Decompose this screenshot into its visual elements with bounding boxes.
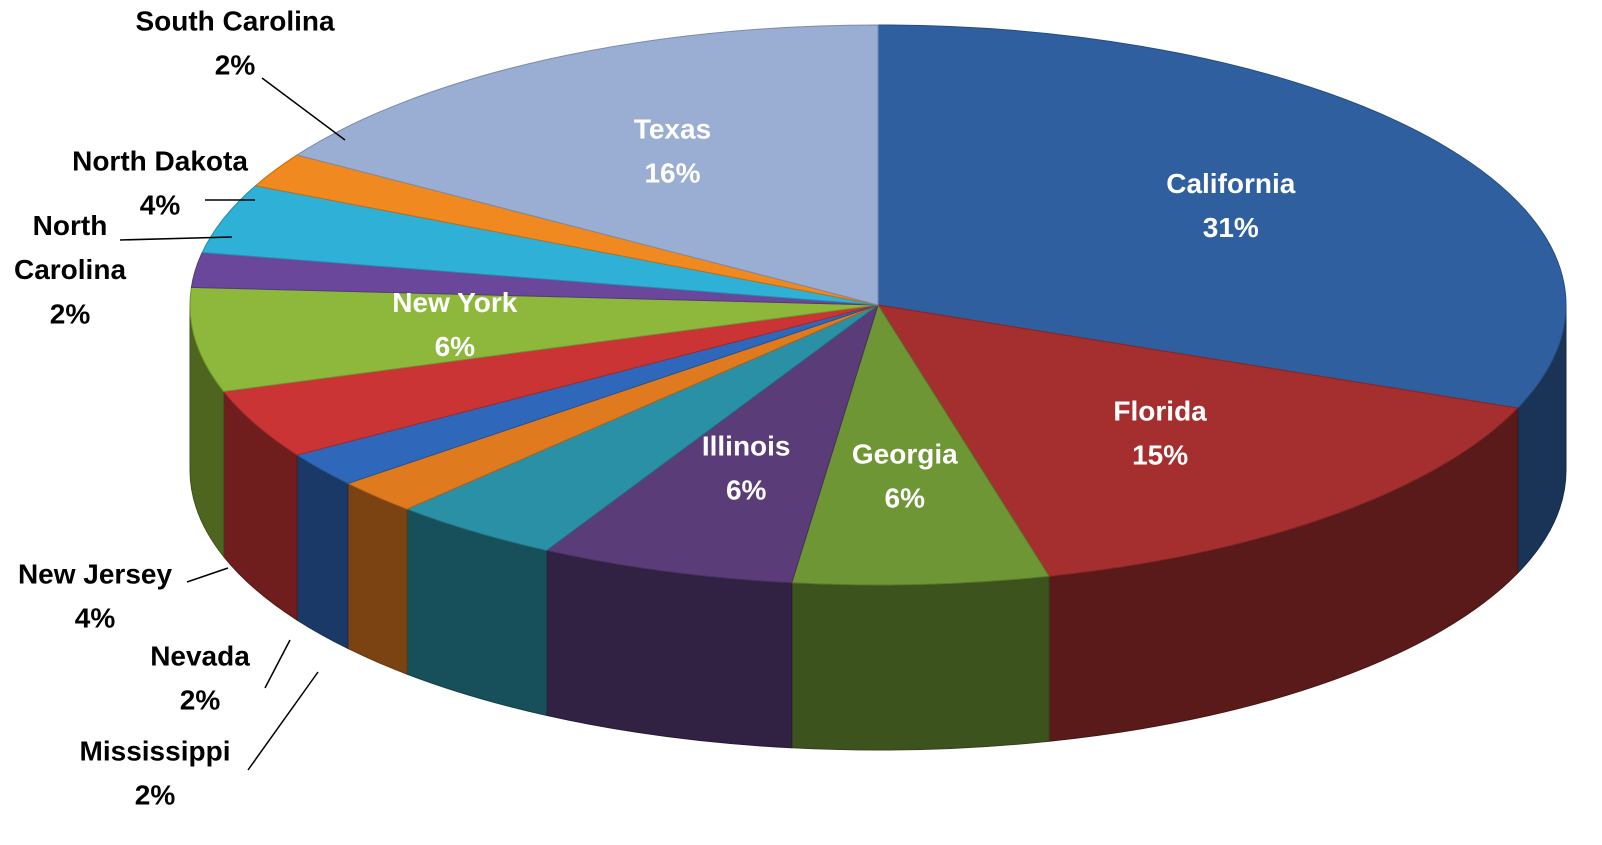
pie-side — [296, 454, 349, 650]
data-label-name: New Jersey — [18, 558, 173, 589]
data-label-name: New York — [392, 287, 517, 318]
name-part: Carolina — [14, 254, 126, 285]
data-label-name: Florida — [1113, 396, 1207, 427]
leader-line — [186, 567, 229, 583]
pie-slice — [295, 24, 879, 306]
data-label-name: Nevada — [150, 640, 250, 671]
pie-slice — [876, 304, 1519, 577]
data-label-value: 2% — [50, 298, 91, 329]
pie-slice — [877, 24, 1567, 409]
data-label-value: 15% — [1132, 440, 1188, 471]
data-label-name: Texas — [634, 113, 711, 144]
data-label-name: North Dakota — [72, 145, 248, 176]
leader-line — [119, 236, 233, 241]
data-label-name: California — [1166, 168, 1296, 199]
pie-slice — [545, 303, 879, 584]
data-label-value: 6% — [885, 483, 926, 514]
data-label-value: 6% — [435, 331, 476, 362]
data-label-value: 4% — [140, 189, 181, 220]
data-label-value: 4% — [75, 602, 116, 633]
data-label-name: South Carolina — [135, 5, 335, 36]
data-label-name: Georgia — [852, 439, 958, 470]
data-label-value: 31% — [1203, 212, 1259, 243]
leader-line — [264, 639, 291, 689]
data-label-value: 16% — [644, 157, 700, 188]
pie-side — [347, 482, 408, 675]
data-label-name: Mississippi — [80, 735, 231, 766]
data-label-value: 6% — [726, 474, 767, 505]
leader-line — [247, 671, 319, 771]
pie-side — [791, 575, 1050, 751]
data-label-value: 2% — [180, 684, 221, 715]
pie-slice — [189, 286, 879, 393]
leader-line — [261, 77, 346, 141]
data-label-name: Illinois — [702, 430, 791, 461]
data-label-value: 2% — [215, 49, 256, 80]
data-label-name: North Carolina — [14, 210, 126, 285]
pie-slice — [791, 303, 1050, 586]
data-label-value: 2% — [135, 779, 176, 810]
name-part: North — [33, 210, 108, 241]
